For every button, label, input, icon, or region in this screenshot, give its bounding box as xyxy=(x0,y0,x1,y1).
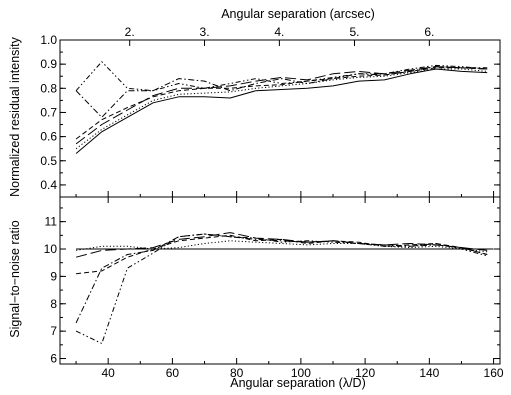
x2-tick-label: 2. xyxy=(125,25,135,39)
y-tick-label: 0.7 xyxy=(40,105,57,119)
x2-tick-label: 6. xyxy=(424,25,434,39)
series-line-long-dash xyxy=(75,232,488,258)
y-tick-label: 10 xyxy=(44,242,58,256)
series-line-dash-dot-dot xyxy=(75,61,488,92)
x-tick-label: 160 xyxy=(484,366,504,380)
series-line-dash-dot-dot xyxy=(75,233,488,344)
series-line-solid xyxy=(75,68,488,154)
y-tick-label: 7 xyxy=(50,324,57,338)
x-tick-label: 100 xyxy=(291,366,311,380)
y-tick-label: 0.5 xyxy=(40,154,57,168)
top-axis-title: Angular separation (arcsec) xyxy=(221,7,375,21)
x-tick-label: 60 xyxy=(166,366,180,380)
plot-frame xyxy=(59,196,501,365)
y-tick-label: 0.6 xyxy=(40,130,57,144)
y-tick-label: 6 xyxy=(50,352,57,366)
y-tick-label: 0.4 xyxy=(40,178,57,192)
x2-tick-label: 3. xyxy=(200,25,210,39)
series-line-dotted xyxy=(75,68,488,150)
x-tick-label: 140 xyxy=(419,366,439,380)
y-tick-label: 0.8 xyxy=(40,81,57,95)
bottom-panel-ylabel: Signal−to−noise ratio xyxy=(8,220,22,337)
y-tick-label: 0.9 xyxy=(40,57,57,71)
x-tick-label: 120 xyxy=(355,366,375,380)
x2-tick-label: 5. xyxy=(350,25,360,39)
bottom-axis-title: Angular separation (λ/D) xyxy=(230,376,365,390)
x-tick-label: 40 xyxy=(101,366,115,380)
bottom-panel-signal-to-noise-ratio: 6 7 8 9 10 11 40 60 80 100 120 140 160 xyxy=(44,196,504,380)
y-tick-label: 9 xyxy=(50,269,57,283)
series-line-long-dash xyxy=(75,66,488,145)
y-tick-label: 11 xyxy=(45,215,58,229)
y-tick-label: 8 xyxy=(50,297,57,311)
series-line-dash-dot xyxy=(75,66,488,118)
x-tick-label: 80 xyxy=(230,366,244,380)
x2-tick-label: 4. xyxy=(274,25,284,39)
series-line-dashed xyxy=(76,234,488,275)
series-line-dashed xyxy=(75,67,488,140)
y-tick-label: 1.0 xyxy=(40,33,57,47)
top-panel-ylabel: Normalized residual intensity xyxy=(8,36,22,197)
top-panel-normalized-residual-intensity: 0.4 0.5 0.6 0.7 0.8 0.9 1.0 2. 3. 4. 5. 6. xyxy=(40,25,501,198)
